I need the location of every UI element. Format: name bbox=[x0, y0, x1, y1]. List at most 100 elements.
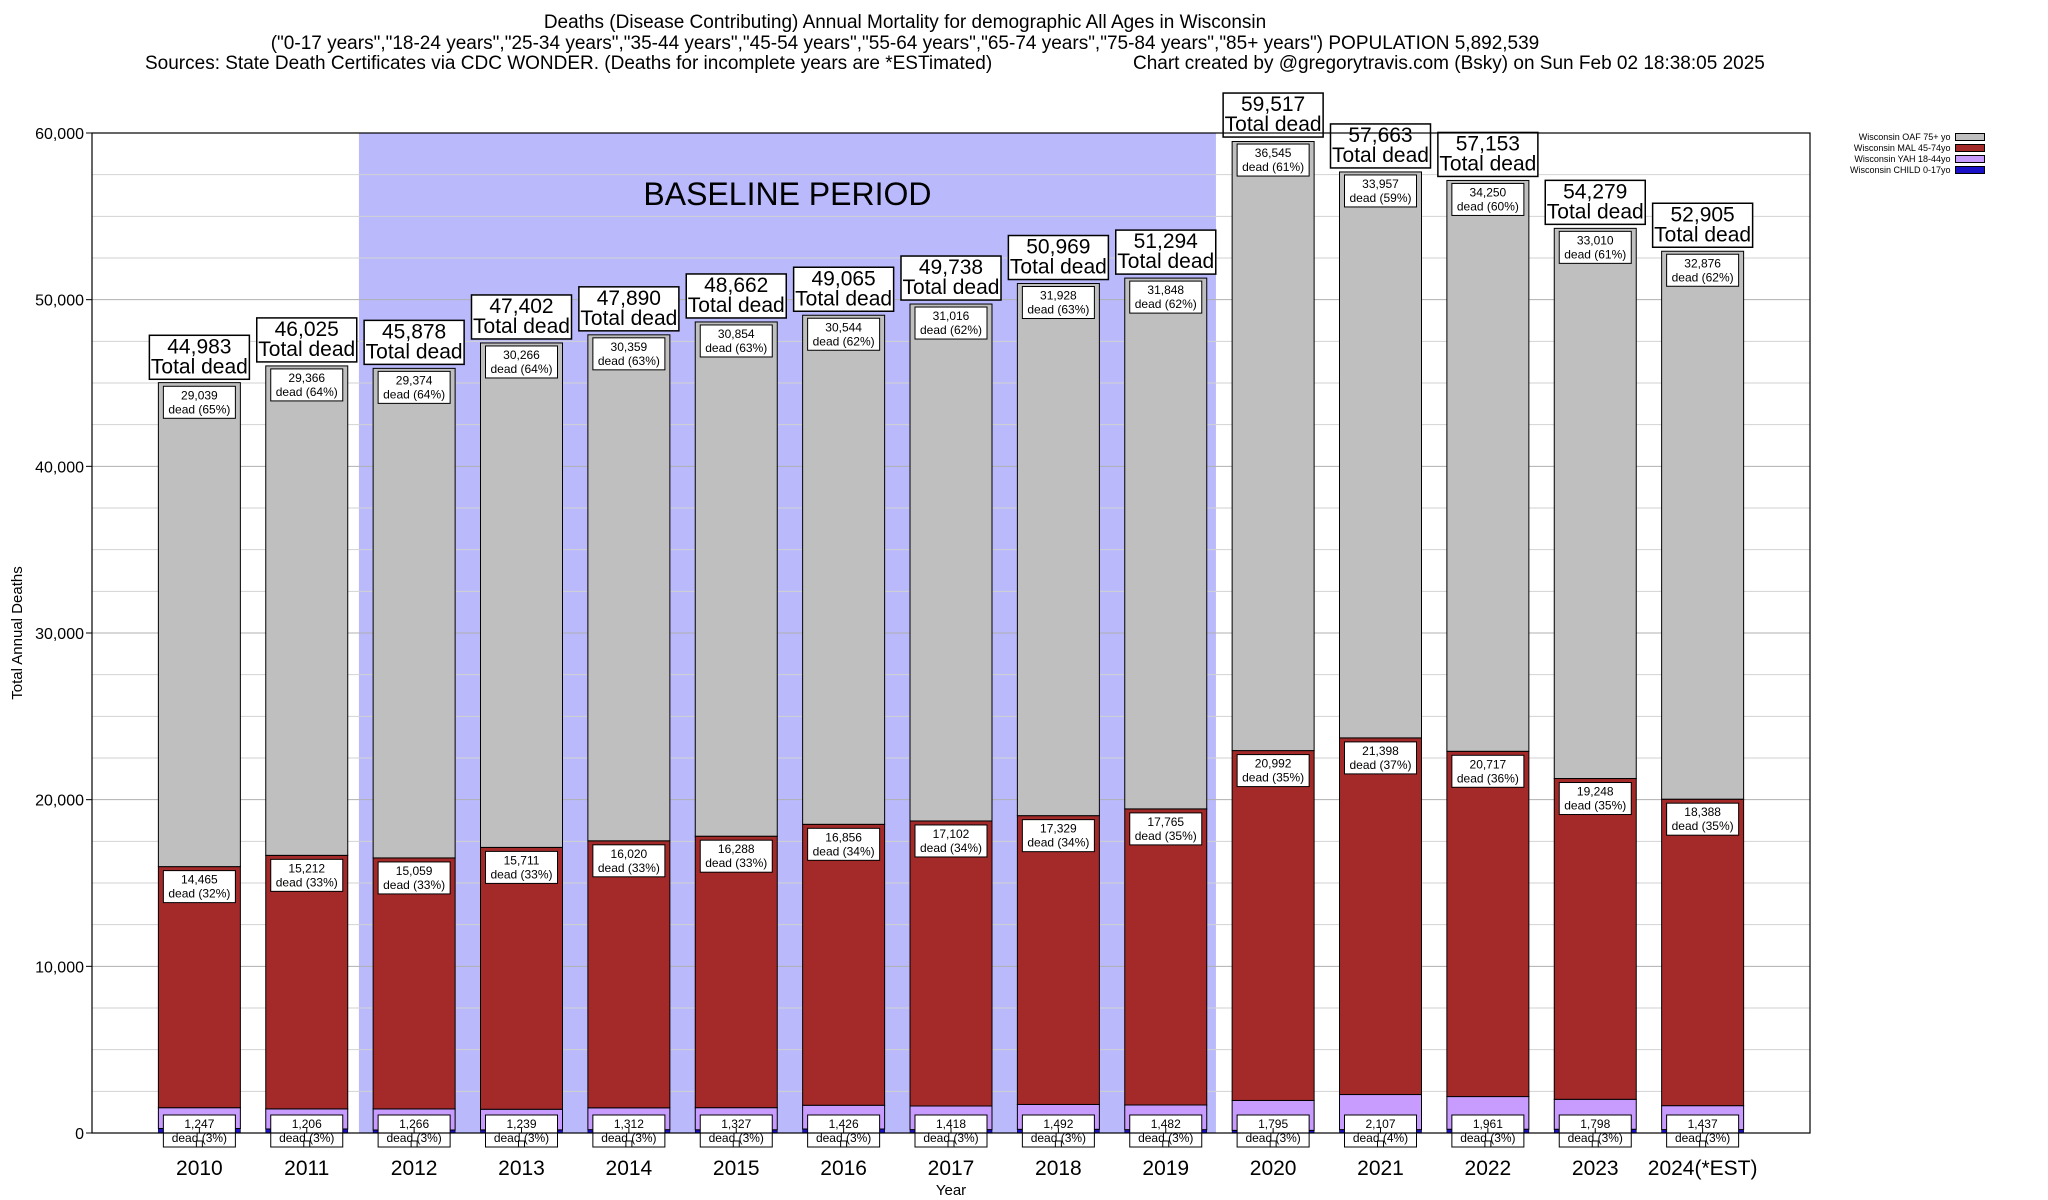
bar-base-marker bbox=[625, 1140, 633, 1148]
total-label-box bbox=[148, 334, 251, 381]
segment-label-pct: dead (35%) bbox=[1135, 829, 1197, 843]
total-label-value: 49,738 bbox=[919, 256, 983, 279]
total-label-value: 49,065 bbox=[812, 267, 876, 290]
total-label-suffix: Total dead bbox=[1117, 250, 1214, 273]
x-tick-label: 2018 bbox=[1035, 1157, 1082, 1180]
total-label-suffix: Total dead bbox=[1547, 200, 1644, 223]
segment-label-value: 1,418 bbox=[936, 1117, 966, 1131]
segment-label-pct: dead (32%) bbox=[168, 887, 230, 901]
segment-label-pct: dead (3%) bbox=[816, 1131, 871, 1145]
bar-base-marker bbox=[410, 1140, 418, 1148]
bar-base-marker bbox=[303, 1140, 311, 1148]
segment-label-pct: dead (60%) bbox=[1457, 199, 1519, 213]
total-label-suffix: Total dead bbox=[1225, 113, 1322, 136]
segment-label-box bbox=[699, 324, 773, 358]
segment-label-box bbox=[270, 858, 344, 892]
total-label-box bbox=[1544, 179, 1646, 226]
segment-label-box bbox=[162, 385, 236, 419]
bar-segment-mal bbox=[694, 835, 778, 1109]
segment-label-box bbox=[1344, 741, 1417, 775]
x-tick-label: 2016 bbox=[820, 1157, 867, 1180]
x-tick-label: 2017 bbox=[928, 1157, 975, 1180]
segment-label-pct: dead (64%) bbox=[383, 387, 445, 401]
segment-label-pct: dead (4%) bbox=[1353, 1131, 1408, 1145]
x-tick-label: 2013 bbox=[498, 1157, 545, 1180]
segment-label-value: 16,288 bbox=[718, 842, 755, 856]
segment-label-box bbox=[1236, 143, 1310, 177]
total-label-suffix: Total dead bbox=[688, 294, 785, 317]
total-label-suffix: Total dead bbox=[1439, 152, 1536, 175]
segment-label-value: 20,992 bbox=[1255, 757, 1292, 771]
bar-segment-mal bbox=[480, 846, 563, 1110]
segment-label-value: 17,765 bbox=[1147, 815, 1184, 829]
segment-label-box bbox=[1666, 802, 1740, 836]
total-label-value: 46,025 bbox=[275, 318, 339, 341]
total-label-value: 48,662 bbox=[704, 274, 768, 297]
segment-label-value: 16,856 bbox=[825, 830, 862, 844]
total-label-suffix: Total dead bbox=[903, 276, 1000, 299]
segment-label-pct: dead (61%) bbox=[1242, 160, 1304, 174]
x-tick-label: 2022 bbox=[1465, 1157, 1512, 1180]
segment-label-pct: dead (3%) bbox=[601, 1131, 656, 1145]
y-tick-label: 50,000 bbox=[35, 293, 84, 310]
segment-label-pct: dead (61%) bbox=[1564, 247, 1626, 261]
segment-label-pct: dead (3%) bbox=[1460, 1131, 1515, 1145]
bar-segment-mal bbox=[372, 857, 456, 1110]
total-label-box bbox=[1007, 234, 1110, 281]
total-label-value: 45,878 bbox=[382, 320, 446, 343]
x-tick-label: 2020 bbox=[1250, 1157, 1297, 1180]
legend-item-mal: Wisconsin MAL 45-74yo bbox=[1850, 142, 1985, 153]
x-tick-label: 2012 bbox=[391, 1157, 438, 1180]
bar-base-marker bbox=[1377, 1140, 1384, 1148]
segment-label-pct: dead (33%) bbox=[490, 867, 552, 881]
segment-label-pct: dead (63%) bbox=[1027, 303, 1089, 317]
total-label-box bbox=[1115, 229, 1217, 275]
bar-base-marker bbox=[947, 1140, 955, 1148]
total-label-box bbox=[1651, 202, 1754, 248]
segment-label-pct: dead (34%) bbox=[1027, 836, 1089, 850]
segment-label-pct: dead (65%) bbox=[168, 402, 230, 416]
segment-label-value: 33,010 bbox=[1577, 233, 1614, 247]
total-label-box bbox=[578, 286, 680, 332]
segment-label-pct: dead (33%) bbox=[705, 856, 767, 870]
legend-item-oaf: Wisconsin OAF 75+ yo bbox=[1850, 131, 1985, 142]
segment-label-pct: dead (36%) bbox=[1457, 771, 1519, 785]
y-tick-label: 40,000 bbox=[35, 459, 84, 476]
segment-label-box bbox=[377, 370, 451, 404]
bar-segment-oaf bbox=[1661, 250, 1745, 800]
legend-swatch-yah bbox=[1954, 154, 1985, 163]
bar-segment-mal bbox=[157, 866, 241, 1109]
bar-base-marker bbox=[518, 1140, 525, 1148]
total-label-value: 57,153 bbox=[1456, 132, 1520, 155]
bar-segment-oaf bbox=[1446, 179, 1530, 752]
segment-label-pct: dead (62%) bbox=[1672, 270, 1734, 284]
segment-label-box bbox=[914, 306, 988, 340]
segment-label-value: 1,206 bbox=[292, 1117, 322, 1131]
segment-label-pct: dead (3%) bbox=[1568, 1131, 1623, 1145]
segment-label-value: 17,102 bbox=[933, 827, 970, 841]
bar-segment-oaf bbox=[1339, 171, 1422, 739]
x-tick-label: 2011 bbox=[284, 1157, 329, 1180]
segment-label-value: 31,928 bbox=[1040, 289, 1077, 303]
segment-label-box bbox=[914, 824, 988, 858]
total-label-suffix: Total dead bbox=[473, 315, 570, 338]
segment-label-pct: dead (3%) bbox=[1031, 1131, 1086, 1145]
bar-segment-oaf bbox=[1231, 141, 1315, 752]
total-label-value: 44,983 bbox=[167, 335, 231, 358]
x-tick-label: 2023 bbox=[1572, 1157, 1619, 1180]
baseline-period-label: BASELINE PERIOD bbox=[643, 176, 931, 212]
bar-segment-oaf bbox=[480, 342, 563, 848]
bar-base-marker bbox=[195, 1140, 203, 1148]
total-label-suffix: Total dead bbox=[366, 340, 463, 363]
y-tick-label: 20,000 bbox=[35, 793, 84, 810]
bar-segment-oaf bbox=[1124, 277, 1208, 810]
bar-segment-mal bbox=[1016, 815, 1100, 1105]
segment-label-value: 17,329 bbox=[1040, 822, 1077, 836]
segment-label-value: 20,717 bbox=[1470, 757, 1507, 771]
segment-label-box bbox=[1344, 174, 1417, 208]
segment-label-box bbox=[592, 337, 666, 371]
segment-label-pct: dead (3%) bbox=[1245, 1131, 1300, 1145]
bar-segment-oaf bbox=[909, 303, 993, 822]
bar-segment-mal bbox=[1446, 750, 1530, 1098]
